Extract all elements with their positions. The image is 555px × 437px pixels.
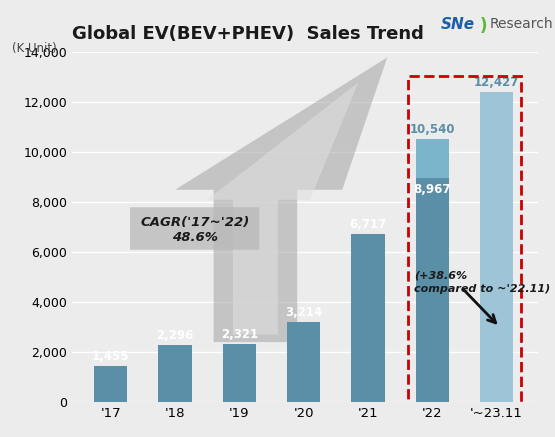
Bar xyxy=(223,344,256,402)
Bar xyxy=(351,234,385,402)
Bar xyxy=(94,366,128,402)
Text: (K Unit): (K Unit) xyxy=(12,42,56,55)
Bar xyxy=(158,345,192,402)
Text: Global EV(BEV+PHEV)  Sales Trend: Global EV(BEV+PHEV) Sales Trend xyxy=(72,24,424,42)
Bar xyxy=(480,92,513,402)
Text: 10,540: 10,540 xyxy=(410,123,455,136)
Text: (+38.6%
compared to ~'22.11): (+38.6% compared to ~'22.11) xyxy=(414,270,551,294)
Bar xyxy=(287,322,320,402)
Text: 1,455: 1,455 xyxy=(92,350,129,363)
Text: 3,214: 3,214 xyxy=(285,306,322,319)
Text: 2,321: 2,321 xyxy=(221,328,258,341)
Text: 6,717: 6,717 xyxy=(349,218,387,231)
Text: Research: Research xyxy=(490,17,553,31)
Bar xyxy=(408,76,521,406)
Text: CAGR('17~'22): CAGR('17~'22) xyxy=(140,216,249,229)
Text: 2,296: 2,296 xyxy=(157,329,194,342)
Text: 48.6%: 48.6% xyxy=(171,231,218,244)
Polygon shape xyxy=(175,57,387,342)
Text: SNe: SNe xyxy=(441,17,475,32)
Polygon shape xyxy=(207,83,359,335)
Text: 12,427: 12,427 xyxy=(474,76,519,89)
Text: 8,967: 8,967 xyxy=(413,183,451,196)
Bar xyxy=(416,139,449,178)
Bar xyxy=(416,178,449,402)
FancyBboxPatch shape xyxy=(130,207,259,250)
Text: ): ) xyxy=(480,17,488,35)
